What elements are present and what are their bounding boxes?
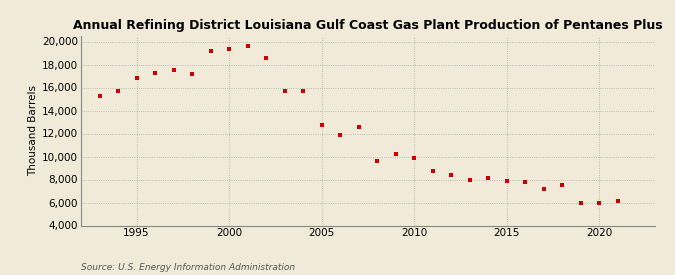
Point [131, 76, 142, 81]
Point [316, 123, 327, 128]
Point [575, 200, 586, 205]
Point [390, 152, 401, 156]
Point [223, 47, 234, 51]
Point [261, 55, 271, 60]
Point [298, 89, 308, 93]
Point [594, 200, 605, 205]
Point [353, 124, 364, 129]
Point [612, 199, 623, 204]
Point [150, 70, 161, 75]
Point [187, 72, 198, 76]
Point [205, 48, 216, 53]
Point [502, 178, 512, 183]
Point [113, 89, 124, 93]
Point [242, 44, 253, 48]
Point [557, 183, 568, 188]
Point [94, 93, 105, 98]
Point [446, 173, 456, 177]
Y-axis label: Thousand Barrels: Thousand Barrels [28, 85, 38, 176]
Point [483, 176, 493, 181]
Point [409, 155, 420, 160]
Title: Annual Refining District Louisiana Gulf Coast Gas Plant Production of Pentanes P: Annual Refining District Louisiana Gulf … [73, 19, 663, 32]
Text: Source: U.S. Energy Information Administration: Source: U.S. Energy Information Administ… [81, 263, 295, 272]
Point [464, 177, 475, 182]
Point [427, 169, 438, 174]
Point [372, 159, 383, 163]
Point [168, 68, 179, 72]
Point [279, 89, 290, 93]
Point [335, 133, 346, 137]
Point [538, 186, 549, 191]
Point [520, 180, 531, 184]
